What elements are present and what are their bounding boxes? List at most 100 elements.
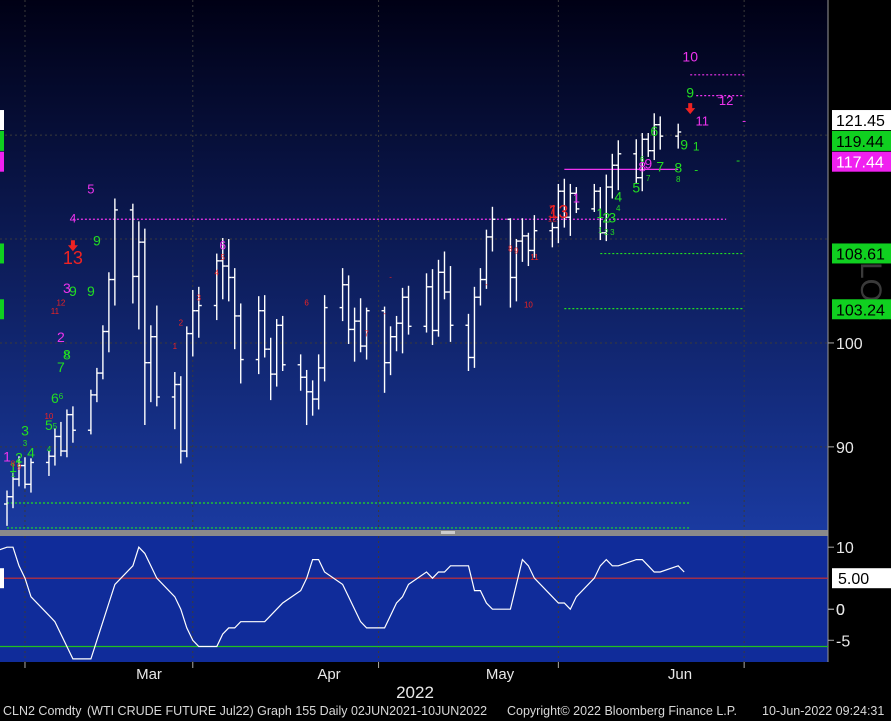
panel-separator[interactable]	[0, 530, 828, 536]
count-label-green: 4	[47, 445, 52, 454]
date-axis: Mar Apr May Jun	[24, 662, 745, 683]
osc-tick-label: -5	[836, 633, 850, 650]
count-label-green: 2	[602, 209, 610, 225]
count-label-red: 12	[548, 214, 557, 223]
count-label-green: 8	[65, 350, 70, 359]
x-tick-label: Apr	[317, 666, 340, 683]
count-label-green: 8	[63, 347, 71, 363]
count-label-red: 13	[548, 202, 568, 222]
security-description: (WTI CRUDE FUTURE Jul22) Graph 155 Daily…	[87, 704, 488, 718]
count-label-red: 8	[508, 244, 513, 253]
oscillator-series	[0, 546, 828, 660]
osc-tick-label: 10	[836, 540, 854, 557]
count-label-green: 2	[17, 460, 22, 469]
count-label-red: 12	[56, 299, 65, 308]
count-label-red: 8	[11, 460, 16, 469]
count-label-magenta: 6	[219, 238, 226, 252]
timestamp-text: 10-Jun-2022 09:24:31	[762, 704, 885, 718]
panel-separator-grip[interactable]	[441, 531, 455, 534]
price-panel-background	[0, 0, 828, 530]
price-label-box	[832, 243, 891, 264]
count-label-red: 3	[197, 293, 202, 302]
count-label-green: 1	[598, 226, 603, 235]
count-label-red: 4	[215, 268, 220, 277]
level-lines	[7, 74, 745, 529]
copyright-text: Copyright© 2022 Bloomberg Finance L.P.	[507, 704, 737, 718]
count-label-red: -	[383, 309, 386, 318]
price-label-box	[832, 130, 891, 151]
count-label-green: 3	[610, 228, 615, 237]
count-label-green: 9	[69, 283, 77, 299]
count-label-magenta: 1	[3, 448, 11, 464]
price-label-marker	[0, 243, 4, 264]
count-label-red: 11	[51, 307, 60, 316]
count-label-green: 5	[53, 422, 58, 431]
y-tick-label: 90	[836, 440, 854, 457]
count-label-green: 7	[646, 174, 651, 183]
count-label-magenta: 8	[638, 158, 646, 174]
osc-label-text: 5.00	[838, 571, 869, 588]
price-label-marker	[0, 299, 4, 320]
price-label-text: 119.44	[836, 134, 884, 151]
count-label-green: 9	[93, 232, 101, 248]
count-label-green: 1	[693, 140, 700, 154]
osc-line	[0, 546, 685, 660]
count-label-green: -	[694, 163, 698, 177]
price-label-marker	[0, 151, 4, 172]
count-label-green: 2	[15, 449, 23, 465]
count-label-green: 4	[616, 204, 621, 213]
count-label-magenta: 10	[682, 48, 698, 64]
count-label-green: 6	[650, 123, 658, 139]
count-label-green: 4	[614, 189, 622, 205]
count-label-red: 10	[44, 412, 53, 421]
count-label-green: 9	[87, 283, 95, 299]
osc-tick-label: 0	[836, 602, 845, 619]
count-label-green: 8	[676, 175, 681, 184]
count-label-red: 7	[364, 330, 369, 339]
y-tick-label: 100	[836, 336, 863, 353]
price-label-text: 108.61	[836, 246, 885, 263]
osc-label-marker	[0, 568, 4, 589]
count-label-green: 5	[45, 417, 53, 433]
osc-label-box	[832, 568, 891, 589]
count-label-magenta: 9	[644, 155, 652, 171]
count-label-green: 9	[680, 137, 688, 153]
osc-tick-label: 0	[836, 602, 845, 619]
count-label-green: 5	[632, 179, 640, 195]
count-label-red: 2	[179, 318, 184, 327]
count-label-green: 1	[596, 205, 604, 221]
ticker-label: CLN2 Comdty	[3, 704, 82, 718]
count-label-red: 10	[524, 301, 533, 310]
count-label-red: 7	[549, 203, 556, 217]
footer-bar: CLN2 Comdty (WTI CRUDE FUTURE Jul22) Gra…	[0, 703, 891, 721]
count-label-magenta: 3	[63, 280, 71, 296]
count-label-green: 3	[23, 439, 28, 448]
count-label-red: 9	[17, 463, 22, 472]
price-label-box	[832, 110, 891, 131]
count-label-red: 6	[304, 299, 309, 308]
price-label-box	[832, 151, 891, 172]
count-label-green: 6	[59, 392, 64, 401]
count-label-magenta: -	[742, 114, 746, 128]
count-label-green: 3	[21, 422, 29, 438]
count-label-green: 2	[604, 228, 609, 237]
price-label-text: 121.45	[836, 113, 885, 130]
grid-lines	[0, 0, 828, 662]
count-label-magenta: 11	[695, 114, 709, 129]
count-label-magenta: 5	[87, 181, 94, 196]
count-label-red: 9	[514, 247, 519, 256]
oscillator-panel-background	[0, 536, 828, 662]
count-label-green: 6	[640, 155, 645, 164]
count-label-magenta: 1	[573, 191, 580, 206]
x-tick-label: May	[486, 666, 515, 683]
count-label-green: 1	[11, 470, 16, 479]
count-label-magenta: =	[717, 92, 723, 103]
year-label: 2022	[396, 683, 434, 702]
count-label-red: -	[485, 280, 488, 289]
count-label-green: -	[736, 153, 740, 167]
price-label-text: 117.44	[836, 155, 884, 172]
x-tick-label: Mar	[136, 666, 162, 683]
price-label-box	[832, 299, 891, 320]
